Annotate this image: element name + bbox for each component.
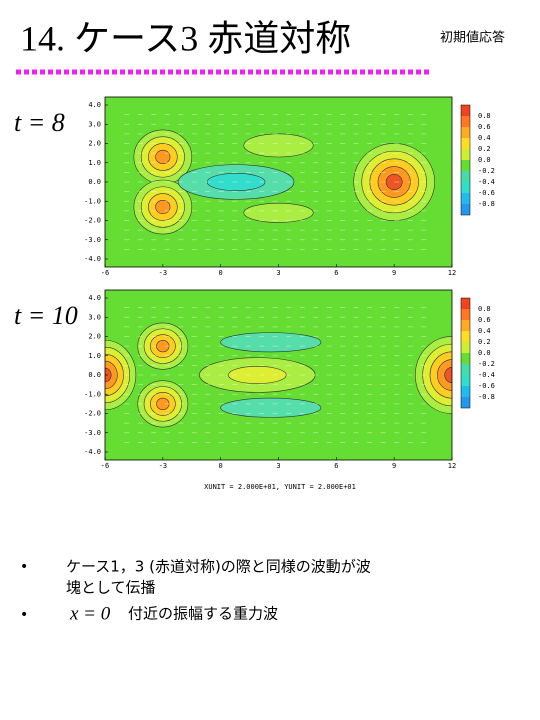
colorbar-label: -0.8 — [478, 393, 495, 401]
x-tick-label: 6 — [334, 462, 338, 470]
x-tick-label: 0 — [219, 462, 223, 470]
contour — [155, 199, 171, 215]
colorbar-label: -0.4 — [478, 371, 495, 379]
colorbar-swatch — [461, 364, 470, 375]
colorbar-label: -0.2 — [478, 167, 495, 175]
colorbar-label: 0.4 — [478, 327, 491, 335]
colorbar-swatch — [461, 127, 470, 138]
colorbar-swatch — [461, 171, 470, 182]
y-tick-label: 0.0 — [88, 371, 101, 379]
contour — [243, 133, 314, 158]
colorbar-swatch — [461, 397, 470, 408]
colorbar-swatch — [461, 116, 470, 127]
contour — [220, 397, 322, 418]
x-tick-label: -6 — [101, 269, 109, 277]
x-tick-label: -3 — [159, 269, 167, 277]
colorbar-label: 0.2 — [478, 338, 491, 346]
colorbar-swatch — [461, 309, 470, 320]
colorbar-label: -0.6 — [478, 382, 495, 390]
colorbar-swatch — [461, 342, 470, 353]
colorbar-swatch — [461, 160, 470, 171]
y-tick-label: 3.0 — [88, 313, 101, 321]
x-tick-label: 12 — [448, 462, 456, 470]
y-tick-label: 2.0 — [88, 140, 101, 148]
colorbar-swatch — [461, 386, 470, 397]
contour — [105, 367, 112, 383]
colorbar-frame — [460, 297, 471, 409]
x-tick-label: 3 — [276, 269, 280, 277]
y-tick-label: -4.0 — [84, 255, 101, 263]
contour-plot — [105, 97, 452, 267]
colorbar-swatch — [461, 331, 470, 342]
colorbar-swatch — [461, 298, 470, 309]
contour-plot — [105, 290, 452, 460]
colorbar-swatch — [461, 204, 470, 215]
y-tick-label: 2.0 — [88, 333, 101, 341]
x-tick-label: 3 — [276, 462, 280, 470]
colorbar-swatch — [461, 193, 470, 204]
bullet-text: ケース1，3 (赤道対称)の際と同様の波動が波 — [66, 558, 371, 576]
contour — [155, 149, 171, 165]
colorbar-swatch — [461, 320, 470, 331]
colorbar-label: 0.0 — [478, 156, 491, 164]
x-tick-label: 12 — [448, 269, 456, 277]
colorbar-swatch — [461, 353, 470, 364]
y-tick-label: 4.0 — [88, 101, 101, 109]
x-tick-label: 9 — [392, 269, 396, 277]
y-tick-label: -4.0 — [84, 448, 101, 456]
bullet-dot: • — [20, 607, 28, 623]
x-tick-label: -3 — [159, 462, 167, 470]
x-tick-label: -6 — [101, 462, 109, 470]
unit-caption: XUNIT = 2.000E+01, YUNIT = 2.000E+01 — [204, 483, 356, 491]
y-tick-label: -1.0 — [84, 390, 101, 398]
colorbar-label: -0.4 — [478, 178, 495, 186]
bullet-dot: • — [20, 559, 28, 575]
y-tick-label: -2.0 — [84, 410, 101, 418]
subtitle: 初期値応答 — [440, 30, 505, 46]
bullet-math: x = 0 — [69, 603, 111, 624]
colorbar-label: 0.4 — [478, 134, 491, 142]
time-label: t = 10 — [14, 301, 78, 330]
x-tick-label: 9 — [392, 462, 396, 470]
colorbar-label: -0.2 — [478, 360, 495, 368]
y-tick-label: 3.0 — [88, 120, 101, 128]
contour — [220, 332, 322, 353]
colorbar-swatch — [461, 149, 470, 160]
colorbar-label: 0.2 — [478, 145, 491, 153]
bullet-text-cont: 塊として伝播 — [66, 579, 156, 597]
time-label: t = 8 — [14, 108, 65, 137]
x-tick-label: 6 — [334, 269, 338, 277]
colorbar-label: 0.6 — [478, 123, 491, 131]
colorbar-label: 0.8 — [478, 305, 491, 313]
y-tick-label: -1.0 — [84, 197, 101, 205]
x-tick-label: 0 — [219, 269, 223, 277]
colorbar-swatch — [461, 375, 470, 386]
colorbar-label: 0.6 — [478, 316, 491, 324]
y-tick-label: 0.0 — [88, 178, 101, 186]
title: 14. ケース3 赤道対称 — [20, 18, 351, 58]
y-tick-label: 1.0 — [88, 159, 101, 167]
colorbar-swatch — [461, 182, 470, 193]
colorbar-swatch — [461, 105, 470, 116]
y-tick-label: -2.0 — [84, 217, 101, 225]
colorbar-label: -0.6 — [478, 189, 495, 197]
y-tick-label: 4.0 — [88, 294, 101, 302]
y-tick-label: 1.0 — [88, 352, 101, 360]
colorbar-label: 0.0 — [478, 349, 491, 357]
colorbar-swatch — [461, 138, 470, 149]
bullet-text: 付近の振幅する重力波 — [128, 605, 278, 623]
contour — [243, 202, 314, 223]
colorbar-label: -0.8 — [478, 200, 495, 208]
y-tick-label: -3.0 — [84, 236, 101, 244]
colorbar-label: 0.8 — [478, 112, 491, 120]
colorbar-frame — [460, 104, 471, 216]
y-tick-label: -3.0 — [84, 429, 101, 437]
